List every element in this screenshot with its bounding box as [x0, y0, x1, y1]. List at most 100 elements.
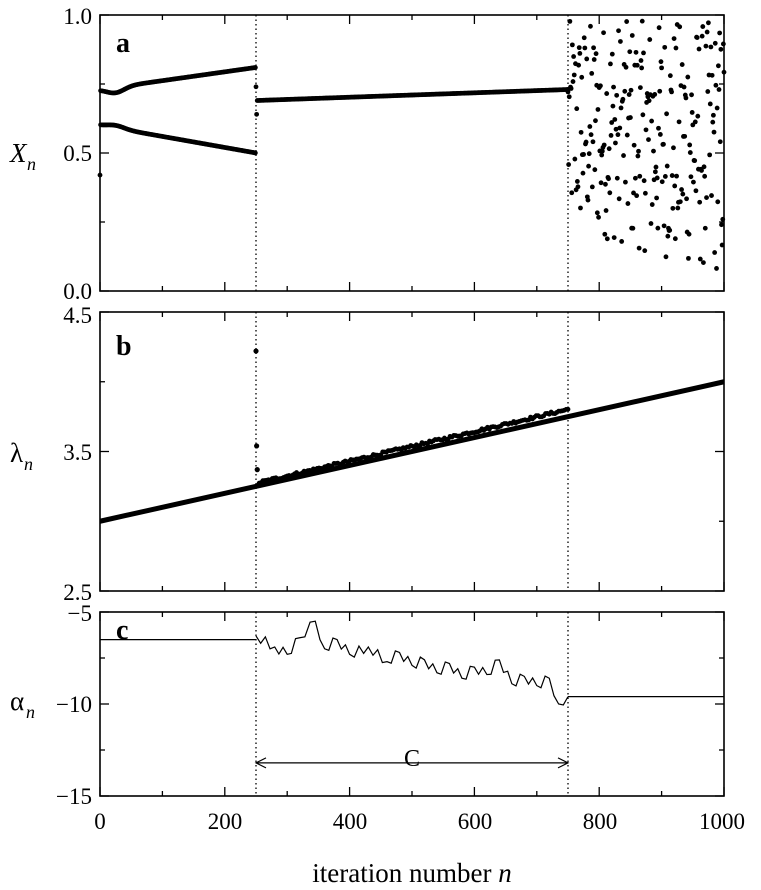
xn-point: [593, 118, 598, 124]
xn-point: [636, 148, 641, 154]
xn-point: [659, 179, 665, 185]
xn-point: [717, 30, 723, 36]
xn-point: [631, 190, 636, 196]
xn-point: [672, 183, 678, 189]
interval-c-label: C: [404, 746, 420, 772]
xn-point: [630, 225, 636, 231]
xn-point: [637, 173, 643, 179]
panel-a-ylabel-sub: n: [27, 154, 36, 174]
xn-point: [701, 164, 707, 170]
xn-point: [675, 205, 681, 211]
xn-point: [700, 24, 706, 29]
xn-point: [593, 51, 599, 57]
xn-point: [574, 179, 580, 184]
xn-point: [634, 62, 640, 68]
xn-point: [636, 245, 642, 251]
xn-point: [604, 236, 610, 242]
panel-a-ytick-top: 1.0: [63, 4, 92, 29]
xn-point: [686, 255, 691, 261]
xn-point: [709, 193, 714, 198]
panel-b-ytick-bottom: 2.5: [63, 580, 92, 605]
xn-point: [596, 214, 601, 220]
xn-point: [705, 89, 711, 94]
xn-point: [712, 250, 718, 255]
xn-point: [621, 153, 626, 158]
xn-point: [719, 222, 724, 228]
panel-c-ytick-top: −5: [68, 601, 92, 626]
xn-point: [711, 129, 717, 135]
xn-point: [649, 118, 655, 124]
xn-point: [252, 150, 258, 156]
xn-point: [571, 72, 577, 78]
xn-point: [626, 92, 632, 97]
xn-point: [607, 190, 613, 196]
xn-point: [582, 45, 588, 51]
xn-point: [609, 120, 615, 125]
xn-point: [602, 231, 608, 237]
xn-point: [623, 179, 628, 185]
xn-point: [677, 24, 683, 30]
xn-point: [721, 69, 727, 75]
xn-point: [617, 125, 623, 131]
xn-point: [691, 179, 696, 185]
xn-point: [670, 205, 676, 211]
xn-point: [673, 45, 679, 51]
xn-point: [720, 41, 726, 47]
xn-point: [684, 196, 689, 202]
xn-point: [604, 91, 610, 96]
xn-point: [702, 173, 708, 179]
xn-point: [641, 178, 647, 184]
xn-point: [717, 139, 723, 145]
xn-point: [97, 172, 103, 178]
xn-point: [618, 39, 623, 44]
xn-point: [591, 57, 597, 62]
xn-point: [622, 88, 628, 94]
xn-point: [568, 86, 574, 91]
xn-point: [588, 132, 594, 138]
xn-point: [643, 127, 649, 133]
xn-point: [640, 112, 646, 118]
xn-point: [671, 36, 677, 42]
xn-point: [715, 199, 721, 205]
panel-c-ytick-mid: −10: [56, 692, 92, 717]
panel-c-ylabel-sub: n: [26, 702, 35, 722]
xn-point: [665, 233, 671, 239]
xn-point: [688, 174, 694, 180]
xn-point: [714, 105, 720, 111]
xn-point: [614, 175, 620, 181]
xn-point: [642, 248, 648, 254]
xn-point: [716, 87, 722, 92]
xn-point: [674, 173, 679, 179]
xn-point: [571, 54, 577, 59]
panel-c-ytick-bottom: −15: [56, 784, 92, 809]
xn-point: [616, 196, 622, 202]
lambda-point: [254, 443, 260, 449]
xn-point: [657, 88, 663, 94]
xn-point: [694, 35, 700, 41]
xn-point: [620, 96, 626, 102]
xn-point: [671, 145, 676, 151]
xn-point: [709, 72, 715, 78]
xn-point: [710, 119, 716, 125]
xn-point: [647, 37, 653, 42]
xn-point: [611, 235, 617, 241]
xn-point: [639, 18, 645, 24]
xn-point: [633, 49, 639, 55]
xn-point: [598, 180, 604, 186]
interval-c-arrowhead-left: [254, 757, 267, 769]
xn-point: [699, 168, 704, 173]
xn-point: [613, 126, 619, 132]
lambda-line: [99, 379, 725, 524]
xn-point: [613, 140, 618, 146]
xn-point: [681, 84, 687, 90]
xn-point: [648, 221, 654, 226]
xn-point: [701, 260, 706, 266]
xn-point: [612, 117, 618, 122]
xn-point: [608, 61, 613, 67]
xn-point: [655, 225, 661, 231]
xn-point: [661, 223, 667, 229]
xn-point: [718, 46, 724, 52]
xn-point: [627, 49, 633, 55]
xn-point: [634, 193, 640, 199]
lambda-point: [254, 467, 260, 473]
